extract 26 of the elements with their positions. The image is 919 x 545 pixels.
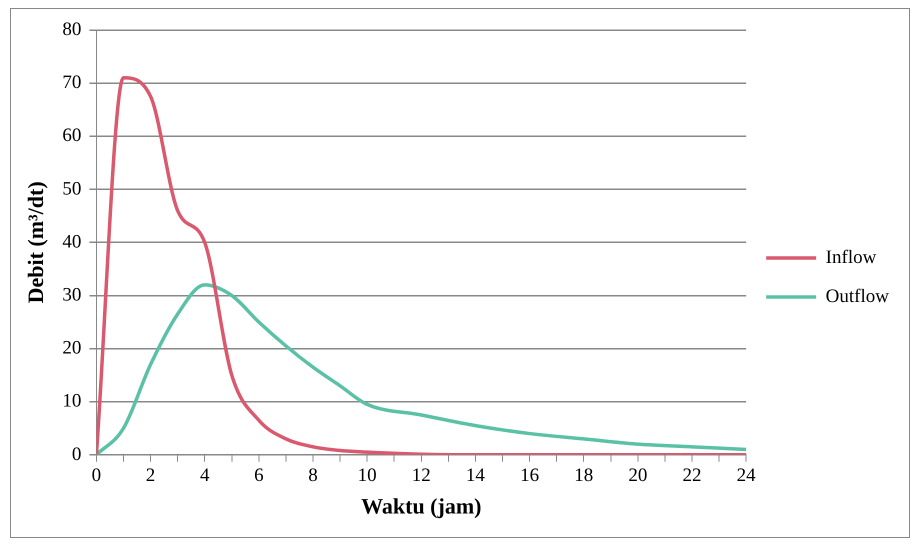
y-tick-label: 40 xyxy=(62,231,82,252)
x-tick-label: 12 xyxy=(412,465,431,486)
x-tick-label: 14 xyxy=(466,465,486,486)
x-tick-label: 6 xyxy=(254,465,264,486)
x-tick-label: 4 xyxy=(200,465,210,486)
legend-label: Outflow xyxy=(826,286,890,307)
x-tick-label: 8 xyxy=(308,465,318,486)
y-tick-label: 10 xyxy=(62,390,82,412)
y-axis-title: Debit (m³/dt) xyxy=(22,181,48,304)
x-tick-label: 20 xyxy=(628,465,648,486)
x-tick-label: 2 xyxy=(146,465,156,486)
y-tick-label: 60 xyxy=(62,125,82,146)
y-tick-label: 70 xyxy=(62,72,82,94)
x-tick-label: 22 xyxy=(682,465,702,486)
x-tick-label: 18 xyxy=(574,465,594,486)
y-tick-label: 50 xyxy=(62,178,82,200)
x-tick-label: 0 xyxy=(92,465,102,486)
y-tick-label: 0 xyxy=(72,444,82,465)
y-tick-label: 20 xyxy=(62,338,82,359)
x-axis-title: Waktu (jam) xyxy=(361,493,482,518)
y-tick-label: 80 xyxy=(62,18,82,40)
y-tick-label: 30 xyxy=(62,284,82,306)
x-tick-label: 16 xyxy=(520,465,540,486)
legend-label: Inflow xyxy=(826,246,877,268)
x-tick-label: 24 xyxy=(736,465,756,486)
x-tick-label: 10 xyxy=(358,465,377,486)
